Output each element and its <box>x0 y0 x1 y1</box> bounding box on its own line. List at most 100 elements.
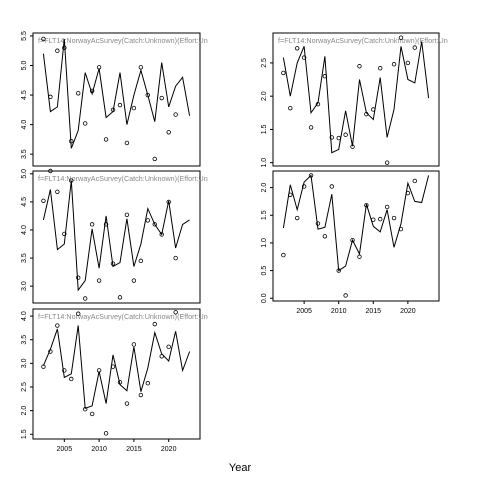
data-point <box>322 74 328 79</box>
y-tick-label: 2.0 <box>261 91 268 101</box>
data-point <box>412 45 417 50</box>
series-line <box>42 325 191 409</box>
panel-1: f=FLT14:NorwayAcSurvey(Catch:Unknown)(Ef… <box>21 31 208 167</box>
series-line <box>42 180 190 292</box>
data-point <box>371 217 376 222</box>
data-point <box>308 125 314 130</box>
data-point <box>159 95 164 101</box>
panel-label: f=FLT14:NorwayAcSurvey(Catch:Unknown)(Ef… <box>38 36 208 45</box>
y-tick-label: 3.5 <box>21 335 28 345</box>
data-point <box>41 198 46 203</box>
data-point <box>315 221 321 226</box>
x-tick-label: 2005 <box>57 446 73 453</box>
data-point <box>55 323 60 328</box>
data-point <box>69 178 74 183</box>
data-point <box>96 65 102 70</box>
series-line <box>282 41 430 154</box>
data-point <box>82 407 88 412</box>
data-point <box>96 278 102 283</box>
data-point <box>117 102 123 108</box>
x-tick-label: 2020 <box>161 446 177 453</box>
data-point <box>76 275 81 280</box>
data-point <box>378 216 383 222</box>
x-tick-label: 2010 <box>91 446 107 453</box>
panel-frame <box>32 32 201 167</box>
y-tick-label: 4.0 <box>21 225 28 235</box>
data-point <box>391 215 397 221</box>
x-tick-label: 2015 <box>126 446 142 453</box>
data-point <box>329 184 334 189</box>
data-point <box>103 431 109 436</box>
data-point <box>117 295 123 300</box>
data-point <box>173 112 178 117</box>
data-point <box>288 192 293 197</box>
data-point <box>131 105 137 111</box>
data-point <box>124 140 130 146</box>
data-point <box>281 70 286 76</box>
y-tick-label: 3.5 <box>21 149 28 159</box>
y-tick-label: 4.5 <box>21 197 28 207</box>
data-point <box>364 203 369 208</box>
data-point <box>391 62 397 67</box>
y-tick-label: 5.0 <box>21 61 28 71</box>
data-point <box>138 65 144 70</box>
data-point <box>159 232 164 237</box>
data-point <box>343 293 348 298</box>
panel-4: 0.0 0.5 1.0 1.5 2.0 2005 2010 2015 2020 <box>261 170 440 315</box>
data-point <box>48 94 53 100</box>
data-point <box>384 160 390 165</box>
data-point <box>384 204 390 210</box>
data-point <box>145 381 151 386</box>
panel-3: f=FLT14:NorwayAcSurvey(Catch:Unknown)(Ef… <box>21 168 208 304</box>
data-point <box>152 321 157 327</box>
data-point <box>350 237 355 243</box>
data-point <box>48 168 53 174</box>
data-point <box>117 380 123 385</box>
data-point <box>166 199 171 205</box>
data-point <box>288 105 293 111</box>
panel-label: f=FLT14:NorwayAcSurvey(Catch:Unknown)(Ef… <box>278 36 448 45</box>
data-point <box>145 218 151 223</box>
y-tick-label: 1.0 <box>261 238 268 248</box>
data-point <box>329 135 334 140</box>
y-tick-label: 2.0 <box>21 406 28 416</box>
data-point <box>110 364 116 369</box>
data-point <box>82 121 88 126</box>
data-point <box>103 222 109 227</box>
data-point <box>124 401 130 406</box>
data-point <box>357 64 362 69</box>
data-point <box>281 252 286 258</box>
data-point <box>159 354 164 359</box>
data-point <box>173 310 178 315</box>
y-tick-label: 2.5 <box>261 58 268 68</box>
data-point <box>166 130 171 135</box>
data-point <box>145 92 151 98</box>
data-point <box>76 311 81 316</box>
panel-5: f=FLT14:NorwayAcSurvey(Catch:Unknown)(Ef… <box>21 308 208 453</box>
x-tick-label: 2015 <box>366 308 382 315</box>
data-point <box>138 392 144 398</box>
x-tick-label: 2005 <box>296 308 312 315</box>
x-tick-label: 2020 <box>400 308 416 315</box>
data-point <box>131 342 137 347</box>
data-point <box>398 35 404 40</box>
x-tick-label: 2010 <box>331 308 347 315</box>
data-point <box>336 268 341 273</box>
y-tick-label: 3.5 <box>21 253 28 263</box>
y-tick-label: 4.0 <box>21 311 28 321</box>
y-tick-label: 2.5 <box>21 382 28 392</box>
data-point <box>173 255 178 261</box>
data-point <box>357 254 362 259</box>
data-point <box>412 178 417 184</box>
series-line <box>42 38 191 149</box>
y-tick-label: 0.5 <box>261 266 268 276</box>
y-tick-label: 2.0 <box>261 183 268 193</box>
y-tick-label: 1.5 <box>21 429 28 439</box>
data-point <box>405 60 411 66</box>
data-point <box>166 344 171 350</box>
data-point <box>336 135 341 141</box>
data-point <box>55 48 60 53</box>
panel-label: f=FLT14:NorwayAcSurvey(Catch:Unknown)(Ef… <box>38 312 208 321</box>
panels: f=FLT14:NorwayAcSurvey(Catch:Unknown)(Ef… <box>21 31 448 453</box>
